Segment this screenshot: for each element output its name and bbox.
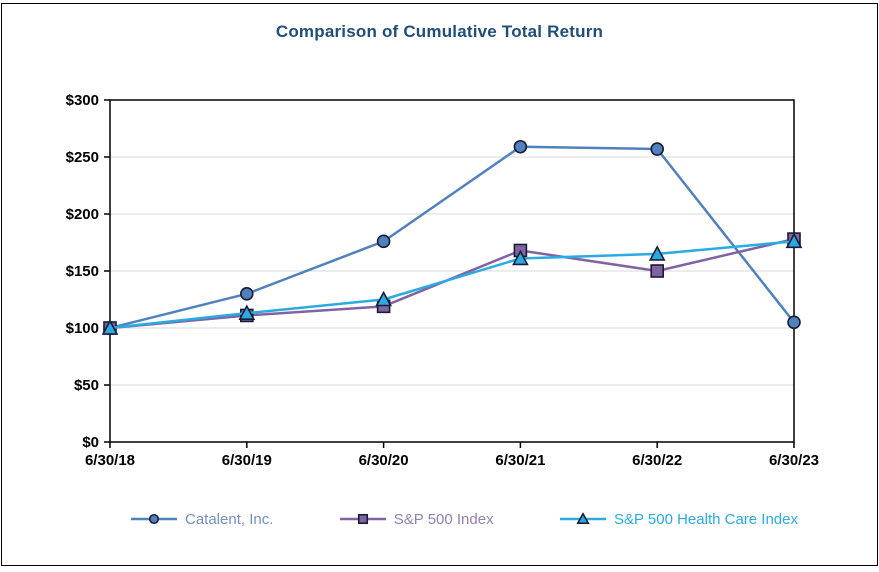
x-axis-tick-label: 6/30/19 bbox=[222, 452, 272, 469]
legend-item-catalent: Catalent, Inc. bbox=[130, 511, 273, 528]
circle-marker bbox=[376, 234, 391, 249]
chart-title: Comparison of Cumulative Total Return bbox=[275, 22, 604, 41]
series-line-1 bbox=[109, 237, 795, 330]
square-marker bbox=[650, 264, 665, 278]
x-axis-tick-label: 6/30/20 bbox=[359, 452, 409, 469]
x-axis-tick-label: 6/30/22 bbox=[632, 452, 682, 469]
square-marker-legend-icon bbox=[339, 513, 386, 525]
legend-label-catalent: Catalent, Inc. bbox=[185, 510, 274, 528]
y-axis-tick-label: $250 bbox=[66, 149, 99, 166]
x-axis-tick-label: 6/30/21 bbox=[495, 452, 545, 469]
circle-marker-legend-icon bbox=[131, 513, 177, 525]
legend-item-sp500: S&P 500 Index bbox=[339, 511, 494, 528]
circle-marker bbox=[787, 315, 801, 330]
triangle-marker bbox=[785, 232, 803, 249]
legend-label-sp500: S&P 500 Index bbox=[393, 510, 494, 528]
x-axis-tick-label: 6/30/23 bbox=[769, 452, 819, 469]
legend-label-sp500-healthcare: S&P 500 Health Care Index bbox=[613, 510, 798, 528]
y-axis-tick-label: $100 bbox=[66, 320, 99, 337]
y-axis-tick-label: $0 bbox=[82, 434, 99, 451]
square-marker bbox=[357, 513, 368, 525]
triangle-marker bbox=[375, 290, 392, 307]
series-line-2 bbox=[109, 240, 795, 330]
triangle-marker bbox=[512, 249, 529, 266]
legend-item-sp500-healthcare: S&P 500 Health Care Index bbox=[559, 511, 798, 528]
circle-marker bbox=[513, 139, 528, 154]
y-axis-tick-label: $50 bbox=[74, 377, 99, 394]
circle-marker bbox=[148, 513, 160, 525]
y-axis-tick-label: $200 bbox=[66, 206, 99, 223]
triangle-marker bbox=[576, 512, 590, 525]
triangle-marker bbox=[238, 304, 256, 320]
triangle-marker bbox=[101, 319, 119, 335]
y-axis-tick-label: $150 bbox=[66, 263, 99, 280]
x-axis-tick-label: 6/30/18 bbox=[85, 452, 135, 469]
legend: Catalent, Inc. S&P 500 Index S&P 500 Hea… bbox=[130, 507, 798, 531]
circle-marker bbox=[240, 286, 254, 301]
series-line-0 bbox=[109, 145, 795, 330]
triangle-marker bbox=[648, 245, 666, 261]
triangle-marker-legend-icon bbox=[559, 512, 606, 525]
circle-marker bbox=[650, 142, 665, 156]
y-axis-tick-label: $300 bbox=[66, 92, 99, 109]
